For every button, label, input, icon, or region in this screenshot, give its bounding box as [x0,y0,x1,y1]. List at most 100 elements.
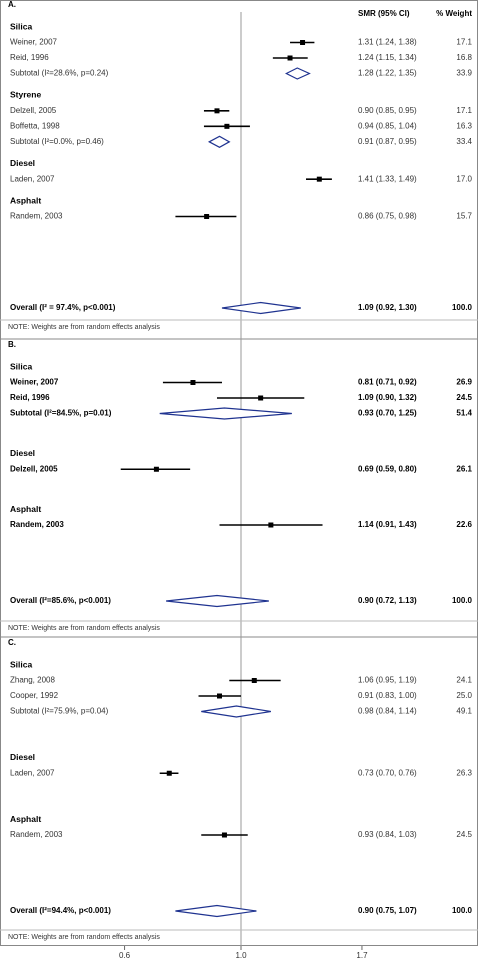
x-tick-label: 1.0 [235,951,247,960]
weight-label: 51.4 [456,409,472,418]
weight-label: 26.1 [456,464,472,473]
weight-label: 33.9 [456,69,472,78]
point-estimate [300,40,306,45]
ci-label: 0.73 (0.70, 0.76) [358,768,417,777]
ci-label: 1.31 (1.24, 1.38) [358,38,417,47]
weight-label: 100.0 [452,906,473,915]
point-estimate [204,214,210,219]
subtotal-label: Subtotal (I²=28.6%, p=0.24) [10,69,109,78]
point-estimate [217,693,223,699]
subtotal-label: Overall (I² = 97.4%, p<0.001) [10,303,116,312]
ci-label: 0.91 (0.83, 1.00) [358,691,417,700]
study-label: Randem, 2003 [10,212,63,221]
study-label: Weiner, 2007 [10,378,59,387]
ci-label: 1.28 (1.22, 1.35) [358,69,417,78]
weight-label: 100.0 [452,303,473,312]
ci-label: 0.81 (0.71, 0.92) [358,378,417,387]
pooled-diamond [284,67,311,80]
group-label: Silica [10,361,32,371]
point-estimate [224,123,230,129]
weight-label: 25.0 [456,691,472,700]
study-label: Zhang, 2008 [10,676,55,685]
ci-label: 0.91 (0.87, 0.95) [358,137,417,146]
ci-label: 0.90 (0.85, 0.95) [358,106,417,115]
pooled-diamond [221,301,301,315]
weight-label: 100.0 [452,596,473,605]
subtotal-label: Overall (I²=85.6%, p<0.001) [10,596,111,605]
subtotal-label: Overall (I²=94.4%, p<0.001) [10,906,111,915]
study-label: Weiner, 2007 [10,38,58,47]
ci-label: 0.69 (0.59, 0.80) [358,464,417,473]
column-header: SMR (95% CI) [358,9,410,18]
panel-label: A. [8,0,16,9]
point-estimate [251,678,257,683]
study-label: Laden, 2007 [10,768,55,777]
weight-label: 16.3 [456,121,472,130]
weight-label: 26.3 [456,768,472,777]
group-label: Asphalt [10,195,41,205]
note: NOTE: Weights are from random effects an… [8,934,160,941]
point-estimate [258,395,264,401]
ci-label: 1.06 (0.95, 1.19) [358,676,417,685]
weight-label: 24.5 [456,393,472,402]
weight-label: 24.5 [456,830,472,839]
group-label: Silica [10,21,32,31]
study-label: Laden, 2007 [10,174,55,183]
weight-label: 26.9 [456,378,472,387]
weight-label: 17.0 [456,174,472,183]
group-label: Asphalt [10,504,41,514]
ci-label: 0.90 (0.75, 1.07) [358,906,417,915]
ci-label: 1.09 (0.92, 1.30) [358,303,417,312]
group-label: Asphalt [10,814,41,824]
weight-label: 17.1 [456,38,472,47]
weight-label: 24.1 [456,676,472,685]
ci-label: 0.93 (0.70, 1.25) [358,409,417,418]
point-estimate [153,466,159,472]
ci-label: 1.41 (1.33, 1.49) [358,174,417,183]
pooled-diamond [201,705,271,718]
note: NOTE: Weights are from random effects an… [8,625,160,632]
study-label: Boffetta, 1998 [10,121,60,130]
panel-label: C. [8,638,16,647]
point-estimate [287,55,293,61]
pooled-diamond [166,594,269,608]
note: NOTE: Weights are from random effects an… [8,324,160,331]
group-label: Diesel [10,158,35,168]
point-estimate [268,522,274,528]
point-estimate [214,108,220,114]
x-tick-label: 1.7 [356,951,368,960]
point-estimate [190,380,196,385]
group-label: Diesel [10,752,35,762]
pooled-diamond [159,407,292,420]
study-label: Delzell, 2005 [10,106,57,115]
study-label: Randem, 2003 [10,830,63,839]
panel-label: B. [8,340,16,349]
study-label: Cooper, 1992 [10,691,59,700]
weight-label: 49.1 [456,707,472,716]
ci-label: 0.94 (0.85, 1.04) [358,121,417,130]
weight-label: 16.8 [456,53,472,62]
group-label: Diesel [10,448,35,458]
ci-label: 1.09 (0.90, 1.32) [358,393,417,402]
pooled-diamond [207,135,231,149]
group-label: Styrene [10,90,41,100]
weight-label: 33.4 [456,137,472,146]
ci-label: 1.24 (1.15, 1.34) [358,53,417,62]
ci-label: 1.14 (0.91, 1.43) [358,520,417,529]
ci-label: 0.93 (0.84, 1.03) [358,830,417,839]
point-estimate [316,176,322,182]
ci-label: 0.90 (0.72, 1.13) [358,596,417,605]
subtotal-label: Subtotal (I²=0.0%, p=0.46) [10,137,104,146]
study-label: Randem, 2003 [10,520,64,529]
column-header: % Weight [436,9,472,18]
point-estimate [166,770,172,776]
study-label: Delzell, 2005 [10,464,58,473]
ci-label: 0.98 (0.84, 1.14) [358,707,417,716]
subtotal-label: Subtotal (I²=84.5%, p=0.01) [10,409,112,418]
pooled-diamond [175,904,257,918]
weight-label: 15.7 [456,212,472,221]
x-tick-label: 0.6 [119,951,131,960]
weight-label: 17.1 [456,106,472,115]
group-label: Silica [10,659,32,669]
